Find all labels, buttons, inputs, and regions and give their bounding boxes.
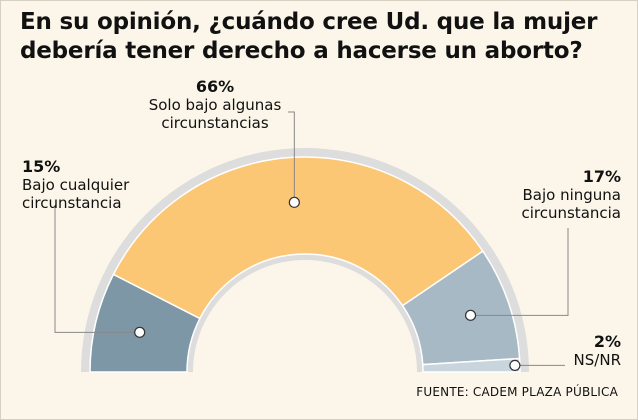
slice-pct-2: 66% bbox=[195, 77, 235, 96]
slice-name-3-line-1: Bajo ninguna bbox=[522, 186, 621, 204]
slice-name-3-line-2: circunstancia bbox=[521, 204, 621, 222]
slice-label-4: 2% NS/NR bbox=[573, 332, 621, 370]
slice-pct-1: 15% bbox=[22, 157, 61, 176]
chart-title-line-2: debería tener derecho a hacerse un abort… bbox=[20, 38, 583, 64]
slice-pct-3: 17% bbox=[582, 167, 621, 186]
leader-dot-4 bbox=[509, 359, 521, 372]
leader-dot-1 bbox=[134, 326, 146, 338]
leader-line-3 bbox=[470, 228, 569, 316]
slice-name-1-line-1: Bajo cualquier bbox=[22, 176, 130, 194]
slice-label-1: 15% Bajo cualquier circunstancia bbox=[22, 157, 130, 213]
slice-name-2-line-1: Solo bajo algunas bbox=[148, 96, 282, 114]
leader-dot-3 bbox=[464, 309, 477, 321]
leader-dot-2 bbox=[288, 196, 300, 208]
chart-title: En su opinión, ¿cuándo cree Ud. que la m… bbox=[20, 8, 620, 66]
slice-name-2-line-2: circunstancias bbox=[161, 114, 269, 132]
slice-2 bbox=[112, 156, 484, 320]
slice-name-4-line-1: NS/NR bbox=[573, 351, 621, 369]
slice-label-2: 66% Solo bajo algunas circunstancias bbox=[140, 77, 290, 133]
chart-title-line-1: En su opinión, ¿cuándo cree Ud. que la m… bbox=[20, 9, 598, 35]
leader-line-1 bbox=[54, 205, 140, 333]
slice-pct-4: 2% bbox=[593, 332, 621, 351]
source-note: FUENTE: CADEM PLAZA PÚBLICA bbox=[416, 385, 618, 399]
slice-label-3: 17% Bajo ninguna circunstancia bbox=[521, 167, 621, 223]
leader-line-2 bbox=[288, 111, 295, 203]
slice-name-1-line-2: circunstancia bbox=[22, 194, 122, 212]
